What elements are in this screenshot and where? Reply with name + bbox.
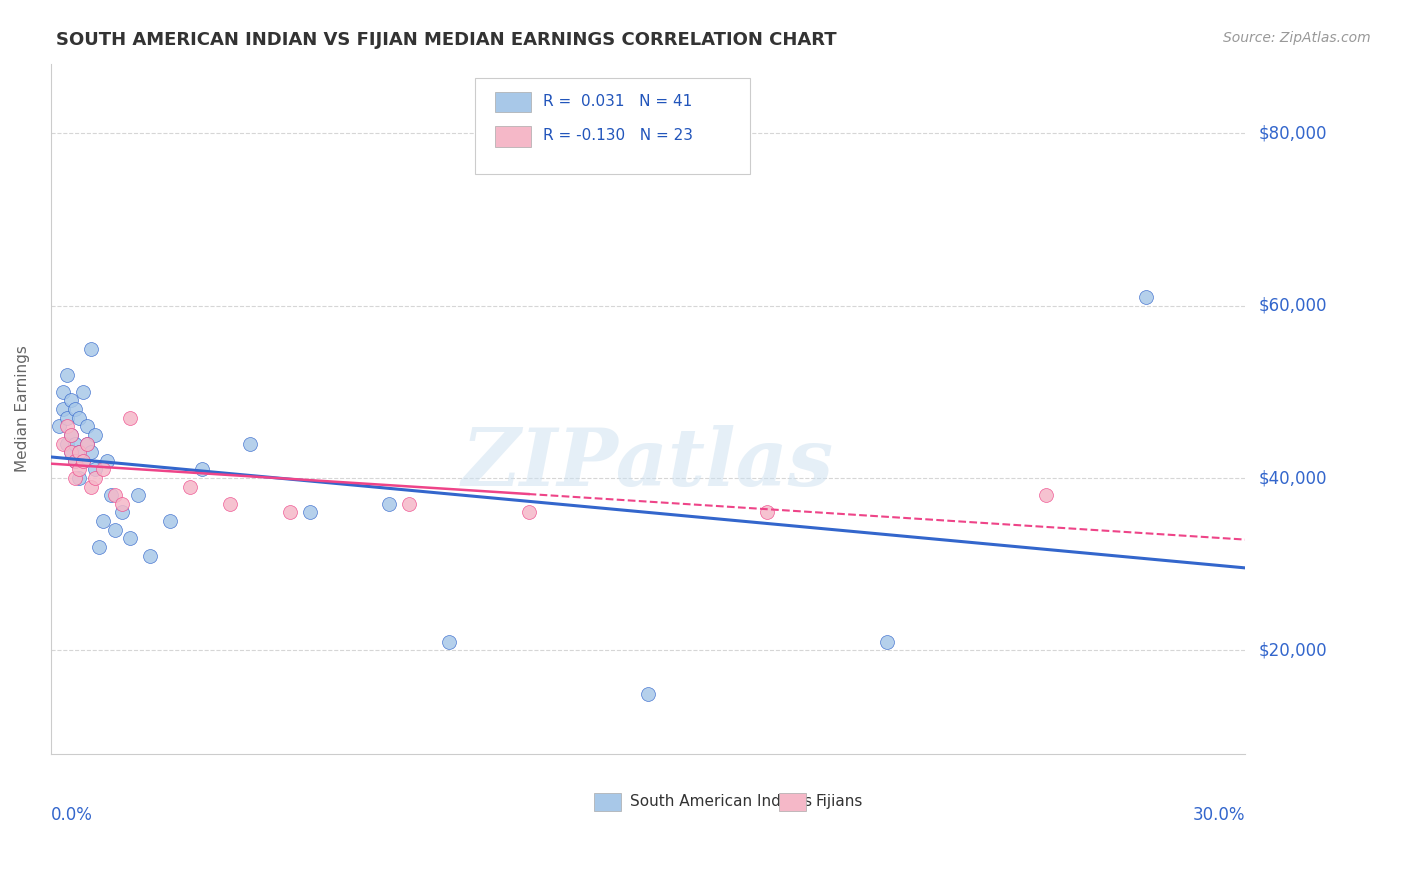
Point bbox=[72, 454, 94, 468]
Point bbox=[76, 419, 98, 434]
Point bbox=[67, 462, 90, 476]
Point bbox=[67, 445, 90, 459]
Text: $40,000: $40,000 bbox=[1260, 469, 1327, 487]
Point bbox=[59, 428, 82, 442]
Text: R =  0.031   N = 41: R = 0.031 N = 41 bbox=[543, 94, 692, 109]
Point bbox=[52, 402, 75, 417]
Point bbox=[63, 436, 86, 450]
Point bbox=[91, 462, 114, 476]
FancyBboxPatch shape bbox=[779, 793, 806, 811]
Text: South American Indians: South American Indians bbox=[630, 794, 813, 809]
Point bbox=[63, 402, 86, 417]
Point bbox=[1135, 290, 1157, 304]
Y-axis label: Median Earnings: Median Earnings bbox=[15, 345, 30, 473]
Point bbox=[120, 410, 142, 425]
Point bbox=[72, 384, 94, 399]
Point bbox=[52, 384, 75, 399]
Point bbox=[76, 436, 98, 450]
Point bbox=[63, 454, 86, 468]
Point bbox=[79, 480, 101, 494]
Text: $60,000: $60,000 bbox=[1260, 296, 1327, 315]
FancyBboxPatch shape bbox=[595, 793, 620, 811]
Point bbox=[1035, 488, 1057, 502]
Text: $20,000: $20,000 bbox=[1260, 641, 1327, 659]
Point bbox=[96, 454, 118, 468]
Text: Fijians: Fijians bbox=[815, 794, 863, 809]
Point bbox=[111, 506, 134, 520]
Point bbox=[219, 497, 242, 511]
Text: $80,000: $80,000 bbox=[1260, 124, 1327, 142]
Point bbox=[756, 506, 779, 520]
Text: SOUTH AMERICAN INDIAN VS FIJIAN MEDIAN EARNINGS CORRELATION CHART: SOUTH AMERICAN INDIAN VS FIJIAN MEDIAN E… bbox=[56, 31, 837, 49]
Point bbox=[120, 532, 142, 546]
Point bbox=[79, 342, 101, 356]
Point bbox=[191, 462, 214, 476]
Point bbox=[67, 410, 90, 425]
FancyBboxPatch shape bbox=[495, 92, 531, 112]
Point bbox=[59, 445, 82, 459]
Point bbox=[55, 419, 77, 434]
Point bbox=[179, 480, 201, 494]
Point bbox=[298, 506, 321, 520]
Point bbox=[59, 393, 82, 408]
Text: Source: ZipAtlas.com: Source: ZipAtlas.com bbox=[1223, 31, 1371, 45]
Point bbox=[55, 410, 77, 425]
Point bbox=[278, 506, 301, 520]
FancyBboxPatch shape bbox=[495, 126, 531, 147]
FancyBboxPatch shape bbox=[475, 78, 749, 175]
Point bbox=[55, 368, 77, 382]
Point bbox=[100, 488, 122, 502]
Point bbox=[91, 514, 114, 528]
Point bbox=[83, 462, 105, 476]
Point bbox=[63, 471, 86, 485]
Point bbox=[83, 471, 105, 485]
Point bbox=[159, 514, 181, 528]
Point bbox=[63, 454, 86, 468]
Point bbox=[55, 436, 77, 450]
Point bbox=[52, 436, 75, 450]
Point bbox=[378, 497, 401, 511]
Point bbox=[239, 436, 262, 450]
Text: R = -0.130   N = 23: R = -0.130 N = 23 bbox=[543, 128, 693, 144]
Point bbox=[87, 540, 110, 554]
Point bbox=[67, 445, 90, 459]
Text: 30.0%: 30.0% bbox=[1192, 805, 1246, 823]
Point bbox=[103, 488, 125, 502]
Point bbox=[76, 436, 98, 450]
Point bbox=[59, 428, 82, 442]
Point bbox=[139, 549, 162, 563]
Text: 0.0%: 0.0% bbox=[51, 805, 93, 823]
Point bbox=[103, 523, 125, 537]
Point bbox=[67, 471, 90, 485]
Point bbox=[637, 687, 659, 701]
Point bbox=[83, 428, 105, 442]
Point bbox=[111, 497, 134, 511]
Point bbox=[517, 506, 540, 520]
Point bbox=[72, 454, 94, 468]
Point bbox=[48, 419, 70, 434]
Point bbox=[59, 445, 82, 459]
Point bbox=[876, 635, 898, 649]
Point bbox=[398, 497, 420, 511]
Point bbox=[79, 445, 101, 459]
Text: ZIPatlas: ZIPatlas bbox=[463, 425, 834, 503]
Point bbox=[437, 635, 460, 649]
Point bbox=[127, 488, 149, 502]
